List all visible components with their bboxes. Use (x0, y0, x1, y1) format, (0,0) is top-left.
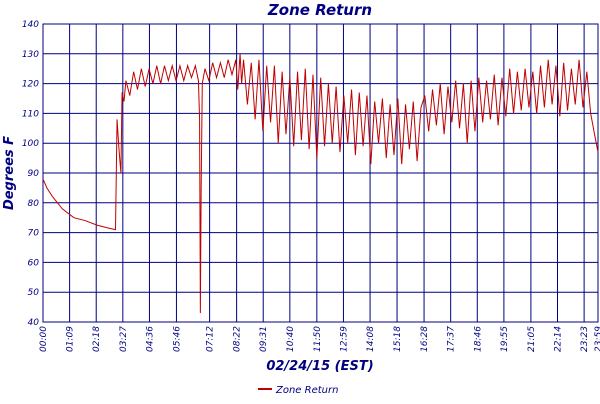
legend-label: Zone Return (275, 385, 338, 396)
x-tick-label: 19:55 (500, 326, 510, 352)
x-tick-label: 17:37 (447, 326, 457, 352)
y-tick-label: 70 (28, 229, 40, 239)
data-line (42, 53, 599, 314)
y-tick-label: 40 (28, 318, 40, 328)
x-tick-label: 14:08 (366, 326, 376, 352)
x-tick-label: 12:59 (339, 326, 349, 352)
x-tick-label: 02:18 (92, 326, 102, 352)
y-tick-label: 80 (28, 199, 40, 209)
x-tick-label: 00:00 (39, 326, 49, 352)
y-tick-label: 50 (28, 288, 40, 298)
x-tick-label: 23:23 (580, 326, 590, 352)
y-tick-label: 90 (28, 169, 40, 179)
y-axis-label: Degrees F (2, 136, 17, 210)
y-tick-label: 110 (22, 109, 39, 119)
x-tick-label: 05:46 (172, 326, 182, 352)
x-tick-label: 07:12 (206, 326, 216, 352)
x-axis-label: 02/24/15 (EST) (266, 359, 373, 374)
x-tick-label: 15:18 (393, 326, 403, 352)
x-tick-label: 08:22 (233, 326, 243, 352)
y-tick-label: 60 (28, 258, 40, 268)
y-tick-label: 120 (22, 80, 39, 90)
y-tick-label: 100 (22, 139, 39, 149)
x-tick-label: 22:14 (554, 326, 564, 352)
x-tick-label: 21:05 (527, 326, 537, 352)
x-tick-label: 03:27 (119, 326, 129, 352)
x-tick-label: 23:59 (594, 326, 600, 352)
x-tick-label: 16:28 (420, 326, 430, 352)
x-tick-label: 10:40 (286, 326, 296, 352)
x-tick-label: 04:36 (145, 326, 155, 352)
x-tick-label: 18:46 (473, 326, 483, 352)
chart-title: Zone Return (267, 1, 372, 19)
x-tick-label: 01:09 (66, 326, 76, 352)
y-tick-label: 130 (22, 50, 39, 60)
x-tick-label: 11:50 (313, 326, 323, 352)
x-tick-label: 09:31 (259, 326, 269, 352)
y-tick-label: 140 (22, 20, 39, 30)
